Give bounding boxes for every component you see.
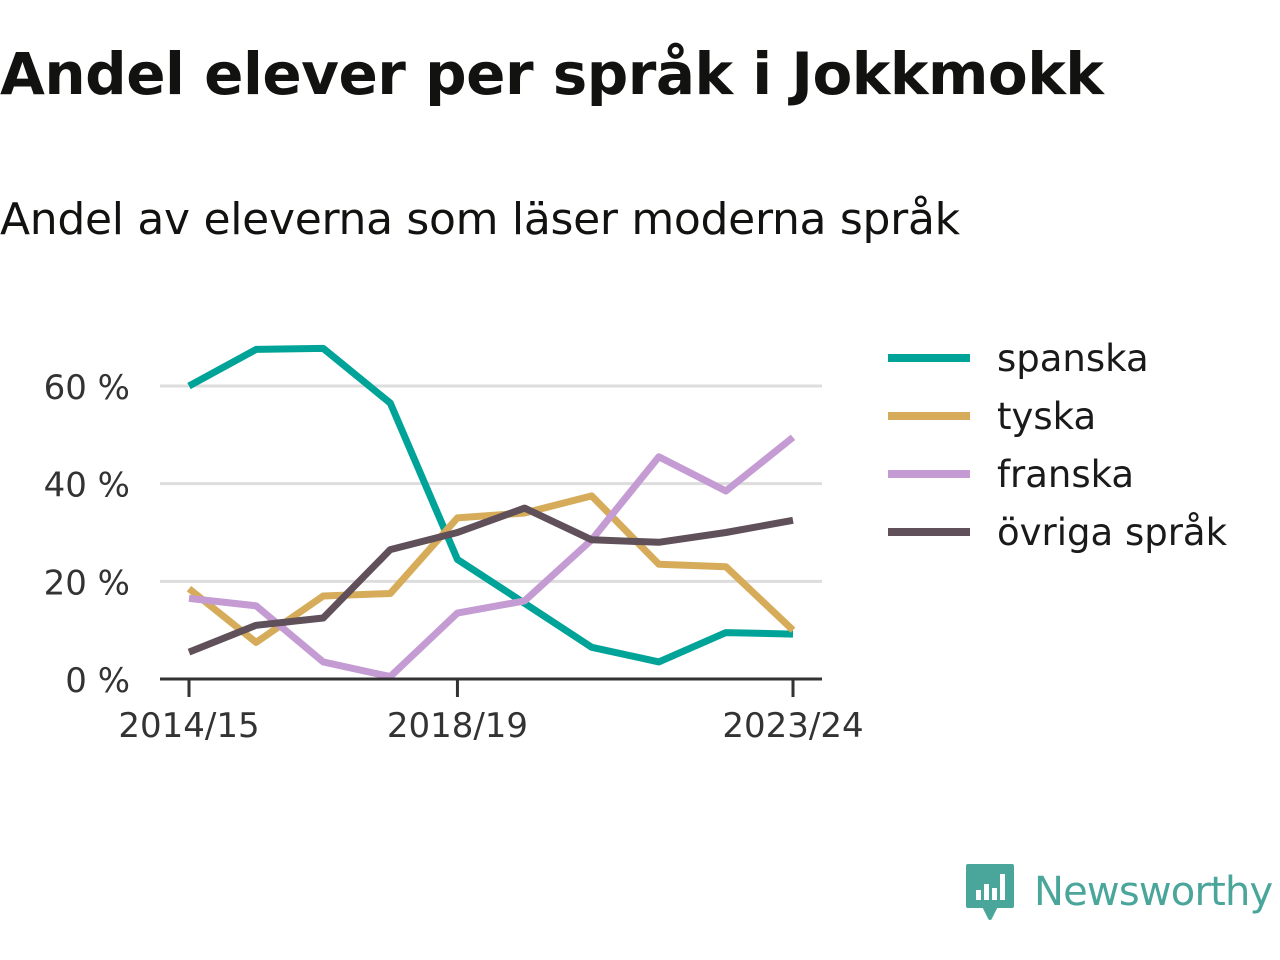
y-tick-label: 40 % bbox=[44, 466, 130, 506]
brand-logo: Newsworthy bbox=[964, 862, 1273, 922]
legend: spanska tyska franska övriga språk bbox=[888, 337, 1228, 554]
series-line-övriga-språk bbox=[187, 504, 794, 656]
brand-name: Newsworthy bbox=[1034, 869, 1273, 915]
legend-label: övriga språk bbox=[997, 511, 1228, 554]
chart-title: Andel elever per språk i Jokkmokk bbox=[0, 40, 1104, 108]
chart-subtitle: Andel av eleverna som läser moderna språ… bbox=[0, 194, 960, 245]
series-lines bbox=[186, 344, 796, 681]
y-tick-label: 60 % bbox=[44, 368, 130, 408]
legend-label: spanska bbox=[997, 337, 1149, 380]
legend-label: franska bbox=[997, 453, 1134, 496]
y-axis-tick-labels: 0 % 20 % 40 % 60 % bbox=[44, 368, 130, 701]
y-tick-label: 20 % bbox=[44, 563, 130, 603]
series-line-spanska bbox=[187, 344, 794, 666]
x-tick-label: 2023/24 bbox=[722, 706, 863, 746]
x-tick-label: 2014/15 bbox=[118, 706, 259, 746]
y-tick-label: 0 % bbox=[65, 661, 130, 701]
x-axis: 2014/15 2018/19 2023/24 bbox=[118, 677, 864, 746]
newsworthy-logo-icon bbox=[966, 864, 1014, 920]
gridlines bbox=[160, 384, 822, 583]
x-tick-label: 2018/19 bbox=[387, 706, 528, 746]
series-line-franska bbox=[188, 434, 796, 681]
legend-label: tyska bbox=[997, 395, 1096, 438]
